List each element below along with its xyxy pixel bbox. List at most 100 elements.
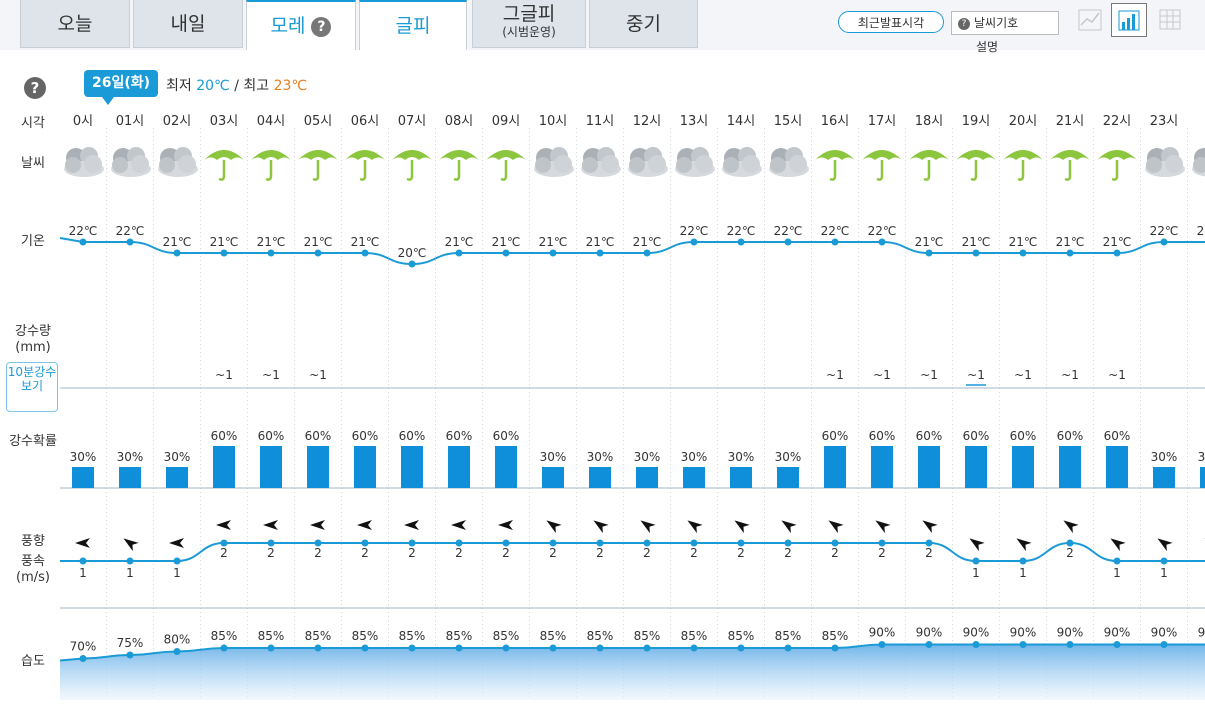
wind-speed-label: 1 bbox=[79, 566, 87, 580]
humidity-label: 85% bbox=[493, 629, 520, 643]
pop-label: 60% bbox=[446, 429, 473, 443]
temperature-label: 20℃ bbox=[398, 246, 427, 260]
humidity-label: 85% bbox=[352, 629, 379, 643]
hour-label: 13시 bbox=[680, 114, 709, 129]
tab-fourth-day[interactable]: 그글피 (시범운영) bbox=[472, 0, 586, 48]
temperature-point bbox=[455, 249, 463, 257]
temperature-point bbox=[784, 238, 792, 246]
hour-label: 18시 bbox=[915, 114, 944, 129]
tab-label: 내일 bbox=[170, 13, 206, 35]
wind-speed-label: 2 bbox=[737, 546, 745, 560]
tab-mid-term[interactable]: 중기 bbox=[589, 0, 698, 48]
pop-bar bbox=[213, 446, 235, 488]
temperature-point bbox=[831, 238, 839, 246]
humidity-point bbox=[549, 644, 557, 652]
rain-amount: ~1 bbox=[873, 368, 891, 382]
pop-bar bbox=[824, 446, 846, 488]
wind-direction-arrow-icon bbox=[1110, 538, 1126, 552]
rain-amount: ~1 bbox=[967, 368, 985, 382]
wind-point bbox=[502, 539, 510, 547]
wind-direction-arrow-icon bbox=[310, 520, 325, 530]
bar-chart-view-button[interactable] bbox=[1111, 3, 1147, 37]
tab-sublabel: (시범운영) bbox=[502, 25, 556, 39]
pop-bar bbox=[918, 446, 940, 488]
pop-bar bbox=[542, 467, 564, 488]
pop-bar bbox=[1200, 467, 1205, 488]
humidity-point bbox=[972, 641, 980, 648]
tab-day-after[interactable]: 모레? bbox=[246, 0, 356, 50]
temperature-label: 22℃ bbox=[680, 224, 709, 238]
temperature-point bbox=[737, 238, 745, 246]
wind-direction-arrow-icon bbox=[828, 520, 844, 534]
temperature-point bbox=[267, 249, 275, 257]
humidity-point bbox=[455, 644, 463, 652]
row-label-wind-speed: 풍속 bbox=[21, 554, 45, 569]
line-chart-icon bbox=[1078, 9, 1102, 31]
wind-speed-label: 2 bbox=[690, 546, 698, 560]
max-temp: 23℃ bbox=[273, 78, 308, 94]
table-view-button[interactable] bbox=[1152, 3, 1188, 37]
pop-label: 30% bbox=[117, 450, 144, 464]
row-label-wind-dir: 풍향 bbox=[21, 534, 45, 549]
humidity-label: 85% bbox=[775, 629, 802, 643]
pop-bar bbox=[965, 446, 987, 488]
rain-umbrella-icon bbox=[298, 150, 338, 181]
cloudy-icon bbox=[1145, 147, 1185, 177]
wind-direction-arrow-icon bbox=[263, 520, 278, 530]
wind-point bbox=[361, 539, 369, 547]
ten-minute-rain-button[interactable]: 10분강수보기 bbox=[6, 362, 58, 412]
humidity-label: 75% bbox=[117, 636, 144, 650]
pop-bar bbox=[777, 467, 799, 488]
tab-tomorrow[interactable]: 내일 bbox=[133, 0, 243, 48]
pop-label: 60% bbox=[1010, 429, 1037, 443]
bar-chart-icon bbox=[1118, 10, 1140, 31]
temperature-label: 21℃ bbox=[539, 235, 568, 249]
help-icon[interactable]: ? bbox=[311, 16, 332, 37]
latest-release-button[interactable]: 최근발표시각 bbox=[838, 11, 944, 33]
pop-label: 60% bbox=[493, 429, 520, 443]
wind-direction-arrow-icon bbox=[123, 538, 139, 552]
humidity-label: 90% bbox=[963, 626, 990, 640]
wind-direction-arrow-icon bbox=[404, 520, 419, 530]
rain-umbrella-icon bbox=[1050, 150, 1090, 181]
pop-bar bbox=[589, 467, 611, 488]
help-icon[interactable]: ? bbox=[24, 77, 46, 99]
wind-speed-label: 2 bbox=[643, 546, 651, 560]
pop-label: 60% bbox=[211, 429, 238, 443]
wind-point bbox=[925, 539, 933, 547]
wind-direction-arrow-icon bbox=[357, 520, 372, 530]
pop-label: 60% bbox=[399, 429, 426, 443]
weather-legend-select[interactable]: ? 날씨기호 bbox=[951, 11, 1059, 35]
rain-umbrella-icon bbox=[909, 150, 949, 181]
wind-speed-label: 2 bbox=[925, 546, 933, 560]
humidity-label: 85% bbox=[446, 629, 473, 643]
pop-label: 30% bbox=[70, 450, 97, 464]
hour-label: 0시 bbox=[73, 114, 93, 129]
temperature-label: 21℃ bbox=[492, 235, 521, 249]
line-chart-view-button[interactable] bbox=[1072, 3, 1108, 37]
temperature-point bbox=[972, 249, 980, 257]
tab-label: 오늘 bbox=[57, 13, 93, 35]
temperature-label: 21℃ bbox=[351, 235, 380, 249]
tab-today[interactable]: 오늘 bbox=[20, 0, 130, 48]
temperature-point bbox=[878, 238, 886, 246]
temperature-point bbox=[408, 260, 416, 268]
rain-umbrella-icon bbox=[392, 150, 432, 181]
rain-umbrella-icon bbox=[956, 150, 996, 181]
rain-amount: ~1 bbox=[215, 368, 233, 382]
row-label-pop: 강수확률 bbox=[9, 434, 57, 449]
wind-speed-label: 2 bbox=[596, 546, 604, 560]
wind-direction-arrow-icon bbox=[216, 520, 231, 530]
wind-point bbox=[455, 539, 463, 547]
wind-speed-label: 1 bbox=[1019, 566, 1027, 580]
wind-point bbox=[173, 557, 181, 565]
humidity-point bbox=[173, 648, 181, 655]
wind-direction-arrow-icon bbox=[640, 520, 656, 534]
tab-third-day[interactable]: 글피 bbox=[359, 0, 467, 50]
row-label-weather: 날씨 bbox=[21, 156, 45, 171]
pop-bar bbox=[683, 467, 705, 488]
humidity-label: 90% bbox=[869, 626, 896, 640]
min-max-temp: 최저 20℃ / 최고 23℃ bbox=[166, 75, 307, 95]
pop-bar bbox=[730, 467, 752, 488]
wind-point bbox=[408, 539, 416, 547]
